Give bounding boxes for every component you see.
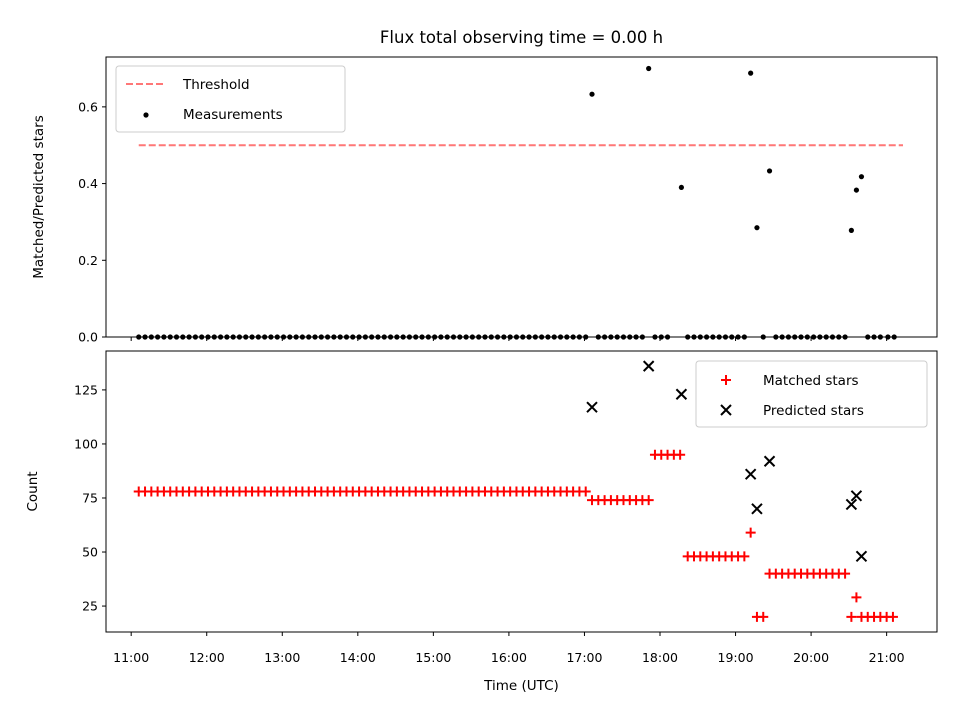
x-tick-label: 16:00 [491, 650, 527, 665]
matched-star-point [887, 611, 898, 622]
measurement-point [853, 187, 860, 193]
predicted-star-point [744, 468, 757, 480]
x-tick-label: 18:00 [642, 650, 678, 665]
x-tick-label: 13:00 [264, 650, 300, 665]
y-tick-label: 0.0 [78, 330, 98, 345]
x-tick-label: 15:00 [415, 650, 451, 665]
measurement-point [678, 184, 685, 191]
matched-star-point [846, 611, 857, 622]
x-tick-label: 14:00 [340, 650, 376, 665]
measurement-point [646, 65, 652, 72]
bottom-panel: 25 50 75 100 125 11:00 12:00 13:00 14:00 15:00 16:… [25, 350, 938, 694]
y-tick-label: 25 [82, 599, 98, 614]
top-axes-frame [105, 56, 938, 338]
y-tick-label: 100 [74, 436, 98, 451]
matched-star-point [758, 611, 769, 622]
legend-matched-swatch [721, 375, 731, 385]
x-tick-label: 12:00 [189, 650, 225, 665]
y-tick-label: 0.2 [78, 253, 98, 268]
y-axis-label: Count [25, 471, 41, 511]
predicted-star-point [763, 455, 776, 467]
bottom-axes-frame [105, 350, 938, 633]
matched-star-point [739, 551, 750, 562]
legend-top: Threshold Measurements [115, 65, 346, 133]
matched-star-point [580, 486, 591, 497]
predicted-star-point [845, 498, 858, 511]
measurement-point [589, 91, 595, 97]
legend-measurements-swatch [143, 112, 149, 118]
measurement-point [766, 168, 773, 174]
legend-box [115, 65, 346, 133]
x-axis-label: Time (UTC) [483, 678, 559, 694]
y-tick-label: 75 [82, 490, 98, 505]
x-tick-label: 11:00 [113, 650, 149, 665]
y-tick-label: 0.6 [78, 99, 98, 114]
legend-threshold-label: Threshold [182, 77, 250, 93]
matched-star-point [675, 449, 686, 460]
measurement-point [748, 70, 754, 76]
predicted-star-point [586, 401, 598, 413]
matched-star-point [643, 495, 654, 506]
predicted-star-point [751, 503, 763, 515]
measurement-point [848, 227, 854, 233]
legend-bottom: Matched stars Predicted stars [695, 360, 928, 428]
legend-measurements-label: Measurements [183, 107, 283, 123]
matched-star-point [851, 592, 862, 603]
measurement-point [754, 225, 760, 231]
measurement-point [858, 174, 865, 180]
matched-star-point [745, 527, 756, 538]
x-tick-label: 17:00 [566, 650, 602, 665]
legend-predicted-label: Predicted stars [763, 403, 864, 419]
legend-matched-label: Matched stars [763, 373, 859, 389]
x-tick-label: 19:00 [718, 650, 754, 665]
x-tick-label: 21:00 [869, 650, 905, 665]
top-panel: Flux total observing time = 0.00 h 0.0 0.2… [31, 28, 938, 345]
y-axis-label: Matched/Predicted stars [31, 115, 47, 278]
predicted-star-point [642, 360, 655, 372]
legend-predicted-swatch [720, 404, 732, 416]
predicted-star-point [850, 490, 863, 502]
predicted-star-point [675, 388, 688, 400]
legend-box [695, 360, 928, 428]
predicted-star-point [855, 550, 868, 563]
y-tick-label: 0.4 [78, 176, 98, 191]
matched-star-point [840, 568, 851, 579]
y-tick-label: 50 [82, 545, 98, 560]
y-tick-label: 125 [74, 382, 98, 397]
x-tick-label: 20:00 [793, 650, 829, 665]
chart-title: Flux total observing time = 0.00 h [380, 28, 663, 47]
